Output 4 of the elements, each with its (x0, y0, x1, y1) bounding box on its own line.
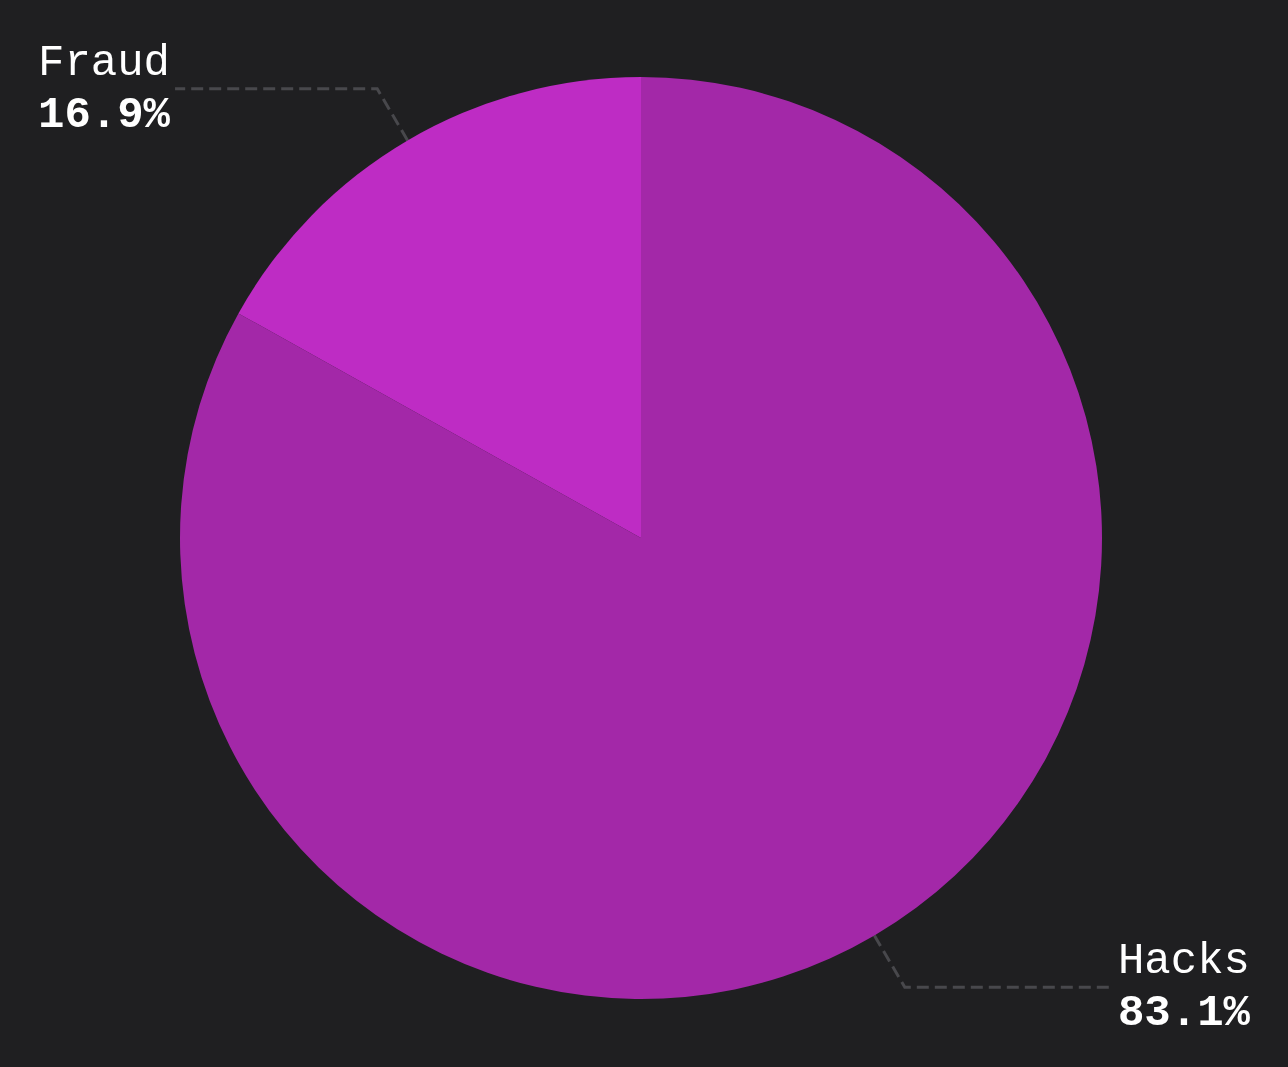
slice-label: Hacks (1117, 936, 1250, 987)
data-label: 16.9% (38, 89, 171, 140)
slice-label: Fraud (38, 37, 171, 88)
data-label: 83.1% (1117, 988, 1251, 1039)
